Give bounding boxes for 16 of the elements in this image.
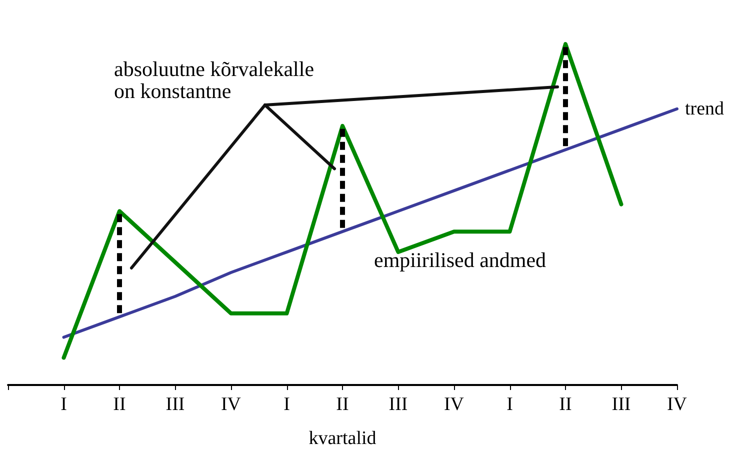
x-tick-label: III bbox=[166, 394, 185, 415]
x-tick-label: IV bbox=[444, 394, 464, 415]
x-axis-title: kvartalid bbox=[308, 428, 377, 449]
x-tick-label: I bbox=[284, 394, 290, 415]
series-label: trend bbox=[685, 98, 725, 120]
x-tick-label: I bbox=[506, 394, 513, 415]
x-tick-label: II bbox=[336, 394, 349, 415]
annotation: absoluutne kõrvalekalle on konstantne bbox=[114, 57, 314, 103]
x-tick-label: IV bbox=[666, 394, 688, 415]
x-tick-label: III bbox=[612, 394, 631, 415]
x-tick-label: I bbox=[60, 394, 67, 415]
x-tick-label: II bbox=[113, 394, 126, 415]
series-label: empiirilised andmed bbox=[374, 248, 547, 272]
x-tick-label: III bbox=[388, 394, 408, 415]
x-tick-label: IV bbox=[220, 394, 242, 415]
x-tick-label: II bbox=[559, 394, 572, 415]
